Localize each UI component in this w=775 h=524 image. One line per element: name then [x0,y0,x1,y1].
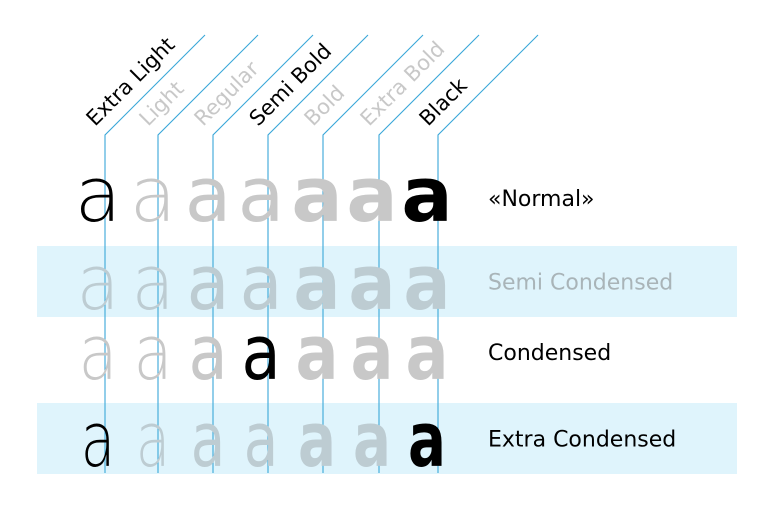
glyph-r3-c4: a [298,396,336,485]
weight-header-4: Bold [300,81,350,131]
glyph-r2-c5: a [350,309,393,398]
glyph-r3-c1: a [136,396,170,485]
glyph-r1-c3: a [240,239,283,327]
weight-header-6: Black [415,73,473,131]
glyph-grid: a a a a a a aa a a a a a aa a a a a a aa a a a a a a [75,150,453,484]
column-guide-3 [267,34,369,473]
glyph-r0-c4: a [291,150,342,239]
glyph-r0-c6: a [401,150,452,239]
row-bands [37,246,737,474]
width-label-0: «Normal» [488,187,595,212]
glyph-r0-c2: a [185,150,232,239]
glyph-r2-c6: a [405,309,448,398]
glyph-r1-c2: a [187,239,230,327]
column-guide-6 [437,34,539,473]
glyph-r0-c1: a [130,150,177,239]
glyph-r2-c1: a [133,309,172,398]
glyph-r1-c5: a [348,239,395,327]
glyph-r3-c0: a [81,396,115,485]
glyph-r2-c3: a [241,309,280,398]
glyph-r0-c3: a [238,150,285,239]
width-labels: «Normal» Semi Condensed Condensed Extra Con… [488,187,676,453]
glyph-r3-c3: a [244,396,278,485]
column-guide-0 [104,34,206,473]
column-guides [104,34,539,473]
row-band-3 [37,403,737,474]
glyph-r0-c5: a [346,150,397,239]
glyph-r1-c6: a [403,239,450,327]
width-label-1: Semi Condensed [488,271,673,296]
column-guide-1 [157,34,259,473]
glyph-r3-c2: a [191,396,225,485]
width-label-2: Condensed [488,341,611,366]
glyph-r1-c1: a [132,239,175,327]
row-band-1 [37,246,737,317]
column-guide-2 [212,34,314,473]
glyph-r0-c0: a [75,150,122,239]
column-guide-4 [322,34,424,473]
width-label-3: Extra Condensed [488,428,676,453]
glyph-r3-c5: a [353,396,391,485]
glyph-r1-c0: a [77,239,120,327]
glyph-r3-c6: a [408,396,446,485]
glyph-r2-c0: a [78,309,117,398]
glyph-r2-c2: a [188,309,227,398]
column-guide-5 [378,34,480,473]
glyph-r1-c4: a [293,239,340,327]
glyph-r2-c4: a [295,309,338,398]
